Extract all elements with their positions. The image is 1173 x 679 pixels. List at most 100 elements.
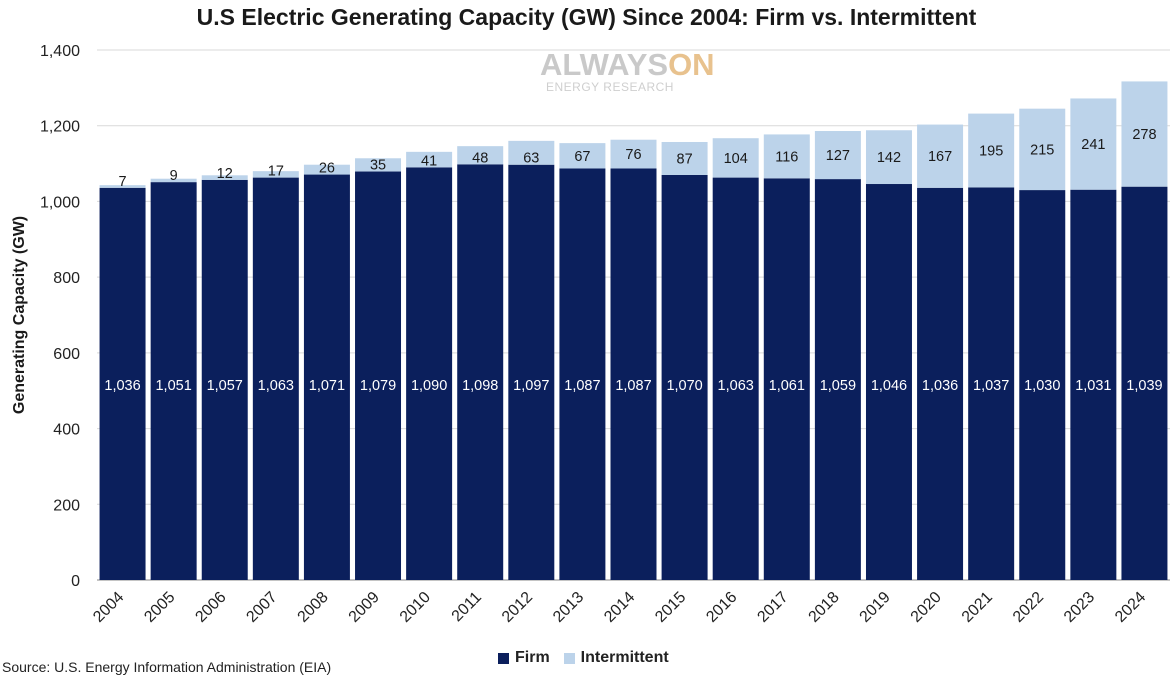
x-tick-label: 2014 (601, 589, 638, 626)
bar-firm (1121, 186, 1168, 580)
watermark-brand-suffix: ON (668, 47, 715, 82)
data-label-intermittent: 104 (724, 151, 748, 167)
x-axis: 2004 2005 2006 2007 2008 2009 2010 2011 2012 2013… (90, 589, 1149, 626)
bar-intermittent (1070, 98, 1117, 190)
bar-firm (1019, 190, 1066, 581)
bar-intermittent (917, 124, 964, 188)
x-tick-label: 2017 (754, 589, 791, 626)
data-label-intermittent: 142 (877, 150, 901, 166)
data-label-firm: 1,087 (615, 378, 651, 394)
data-label-firm: 1,087 (564, 378, 600, 394)
data-label-intermittent: 76 (625, 147, 641, 163)
watermark-brand-prefix: ALWAYS (540, 47, 669, 82)
bar-firm (610, 168, 657, 580)
data-label-firm: 1,070 (666, 378, 702, 394)
legend: Firm Intermittent (498, 649, 683, 667)
x-tick-label: 2009 (346, 589, 383, 626)
x-tick-label: 2018 (806, 589, 843, 626)
bar-firm (406, 167, 453, 580)
data-label-firm: 1,059 (820, 378, 856, 394)
y-tick-label: 400 (53, 422, 80, 439)
data-label-intermittent: 127 (826, 148, 850, 164)
bar-intermittent (303, 164, 350, 175)
x-tick-label: 2021 (959, 589, 996, 626)
data-label-intermittent: 35 (370, 158, 386, 174)
data-label-intermittent: 17 (268, 164, 284, 180)
bar-intermittent (508, 140, 555, 165)
y-tick-label: 200 (53, 497, 80, 514)
data-labels-layer: 1,036 7 1,051 9 1,057 12 1,063 17 1,071 26 1,079 35… (104, 127, 1162, 394)
x-tick-label: 2005 (141, 589, 178, 626)
bar-intermittent (712, 138, 759, 178)
chart-title: U.S Electric Generating Capacity (GW) Si… (196, 4, 977, 30)
data-label-intermittent: 63 (523, 151, 539, 167)
bar-intermittent (763, 134, 810, 179)
bar-firm (201, 179, 248, 580)
bar-firm (252, 177, 299, 581)
x-tick-label: 2006 (192, 589, 229, 626)
x-tick-label: 2022 (1010, 589, 1047, 626)
legend-swatch-intermittent (563, 652, 575, 664)
y-tick-label: 600 (53, 346, 80, 363)
watermark-subtitle: ENERGY RESEARCH (546, 80, 674, 94)
data-label-intermittent: 241 (1081, 137, 1105, 153)
data-label-firm: 1,063 (258, 378, 294, 394)
y-tick-label: 0 (71, 573, 80, 590)
bar-firm (763, 178, 810, 581)
bar-intermittent (661, 141, 708, 175)
data-label-firm: 1,039 (1126, 378, 1162, 394)
bar-intermittent (559, 143, 606, 169)
x-tick-label: 2019 (857, 589, 894, 626)
bar-intermittent (1019, 108, 1066, 191)
legend-item-firm: Firm (498, 649, 550, 667)
data-label-intermittent: 41 (421, 153, 437, 169)
data-label-intermittent: 12 (217, 166, 233, 182)
x-tick-label: 2008 (295, 589, 332, 626)
bar-firm (1070, 189, 1117, 580)
y-axis-label: Generating Capacity (GW) (11, 216, 28, 414)
bar-firm (303, 174, 350, 581)
bar-firm (917, 187, 964, 581)
legend-label-firm: Firm (515, 649, 550, 666)
data-label-firm: 1,063 (718, 378, 754, 394)
data-label-intermittent: 48 (472, 150, 488, 166)
data-label-intermittent: 215 (1030, 142, 1054, 158)
data-label-firm: 1,036 (104, 378, 140, 394)
bar-firm (457, 164, 504, 581)
bars-layer (99, 81, 1168, 581)
bar-intermittent (99, 185, 146, 188)
x-tick-label: 2016 (703, 589, 740, 626)
watermark-brand: ALWAYSON (540, 47, 715, 82)
bar-intermittent (610, 139, 657, 169)
data-label-intermittent: 195 (979, 144, 1003, 160)
data-label-firm: 1,098 (462, 378, 498, 394)
bar-intermittent (406, 151, 453, 168)
x-tick-label: 2004 (90, 589, 127, 626)
data-label-firm: 1,046 (871, 378, 907, 394)
y-tick-label: 1,000 (40, 194, 80, 211)
data-label-firm: 1,061 (769, 378, 805, 394)
data-label-intermittent: 26 (319, 161, 335, 177)
bar-firm (865, 184, 912, 580)
bar-firm (661, 174, 708, 580)
x-tick-label: 2011 (449, 589, 485, 625)
data-label-intermittent: 9 (170, 168, 178, 184)
bar-firm (559, 168, 606, 580)
bar-firm (814, 179, 861, 581)
bar-intermittent (457, 146, 504, 165)
data-label-intermittent: 67 (574, 149, 590, 165)
x-tick-label: 2023 (1061, 589, 1098, 626)
data-label-firm: 1,097 (513, 378, 549, 394)
bar-firm (968, 187, 1015, 580)
y-tick-label: 1,400 (40, 43, 80, 60)
bar-intermittent (150, 178, 197, 183)
x-tick-label: 2013 (550, 589, 587, 626)
bar-firm (150, 182, 197, 580)
data-label-firm: 1,030 (1024, 378, 1060, 394)
x-tick-label: 2010 (397, 589, 434, 626)
data-label-firm: 1,031 (1075, 378, 1111, 394)
legend-swatch-firm (498, 652, 509, 664)
source-note: Source: U.S. Energy Information Administ… (2, 659, 332, 675)
data-label-firm: 1,057 (207, 378, 243, 394)
